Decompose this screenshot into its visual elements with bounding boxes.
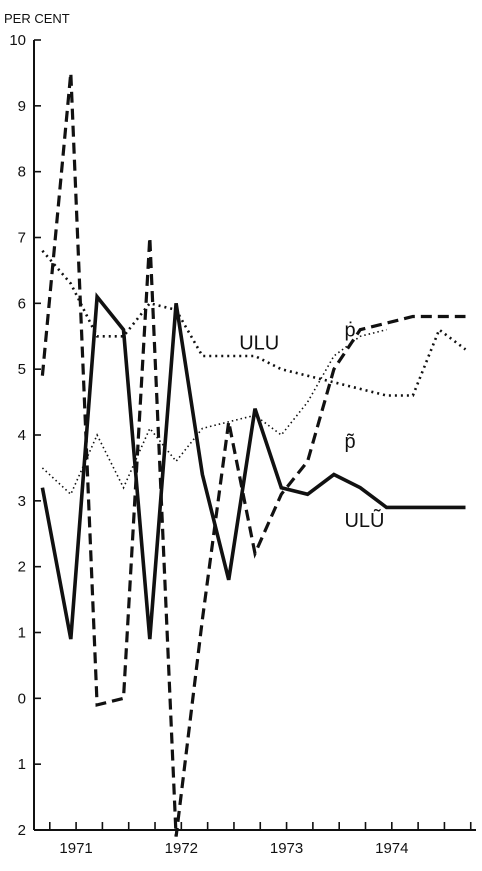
series-annotations: ULU ṗ p̃ ULŨ (239, 319, 384, 532)
y-tick-label: 10 (9, 32, 26, 49)
y-tick-label: 6 (18, 295, 26, 312)
series-label-3: ULŨ (344, 508, 384, 532)
y-tick-label: 2 (18, 822, 26, 839)
series-line-3 (40, 292, 466, 640)
y-tick-label: 0 (18, 690, 26, 707)
y-tick-label: 9 (18, 98, 26, 115)
y-tick-label: 2 (18, 559, 26, 576)
x-tick-label: 1971 (59, 840, 92, 857)
x-tick-label: 1973 (270, 840, 303, 857)
series-label-2: p̃ (344, 431, 355, 453)
y-tick-label: 8 (18, 164, 26, 181)
y-tick-label: 4 (18, 427, 26, 444)
series-layer (40, 72, 467, 837)
y-tick-label: 3 (18, 493, 26, 510)
y-tick-label: 1 (18, 625, 26, 642)
x-tick-label: 1972 (165, 840, 198, 857)
series-line-2 (41, 328, 387, 496)
y-tick-label: 1 (18, 756, 26, 773)
series-label-0: ULU (239, 332, 279, 354)
y-axis-label: PER CENT (4, 11, 70, 26)
y-tick-label: 7 (18, 230, 26, 247)
series-line-1 (40, 72, 466, 837)
series-label-1: ṗ (344, 319, 355, 341)
y-tick-label: 5 (18, 361, 26, 378)
series-line-0 (41, 249, 467, 397)
x-tick-label: 1974 (375, 840, 408, 857)
